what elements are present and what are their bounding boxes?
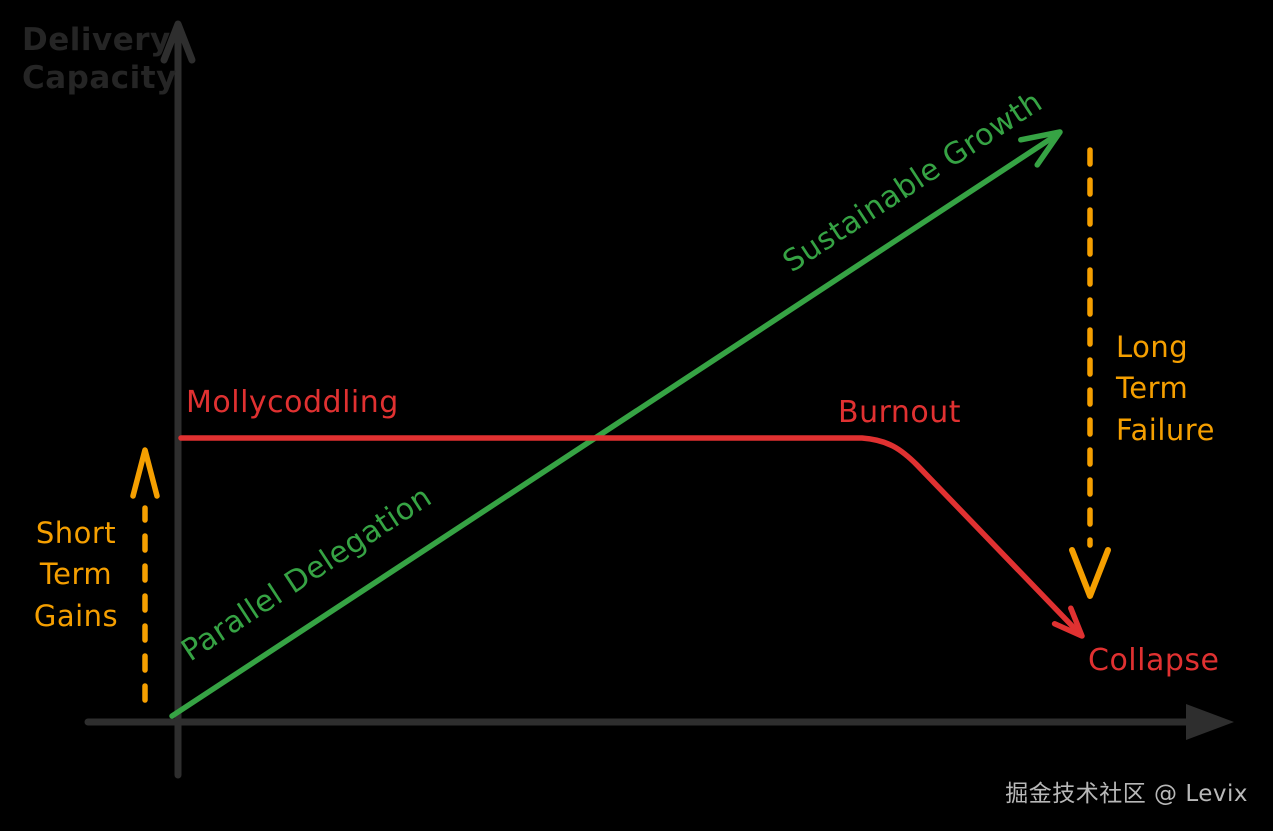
label-long-term-line2: Term [1115, 371, 1188, 405]
label-mollycoddling: Mollycoddling [186, 385, 399, 420]
label-long-term-line3: Failure [1116, 413, 1215, 447]
label-short-term-line2: Term [39, 557, 112, 591]
sustainable-growth-line [169, 131, 1061, 719]
long-term-arrowhead-icon [1069, 547, 1111, 599]
label-short-term-line1: Short [36, 516, 116, 550]
label-short-term-line3: Gains [34, 599, 118, 633]
mollycoddling-burnout-line [178, 435, 1081, 635]
short-term-arrowhead-icon [130, 447, 160, 499]
label-burnout: Burnout [838, 395, 961, 430]
collapse-arrowhead-icon [1051, 605, 1085, 639]
x-axis-arrowhead-icon [1186, 704, 1234, 740]
watermark: 掘金技术社区 @ Levix [1005, 781, 1248, 807]
y-axis-label-line1: Delivery [22, 22, 171, 58]
y-axis-label-line2: Capacity [22, 60, 177, 96]
label-collapse: Collapse [1088, 643, 1220, 678]
y-axis-arrowhead-icon [160, 20, 196, 64]
sustainable-growth-arrowhead-icon [1018, 129, 1063, 168]
label-long-term-line1: Long [1116, 330, 1188, 364]
